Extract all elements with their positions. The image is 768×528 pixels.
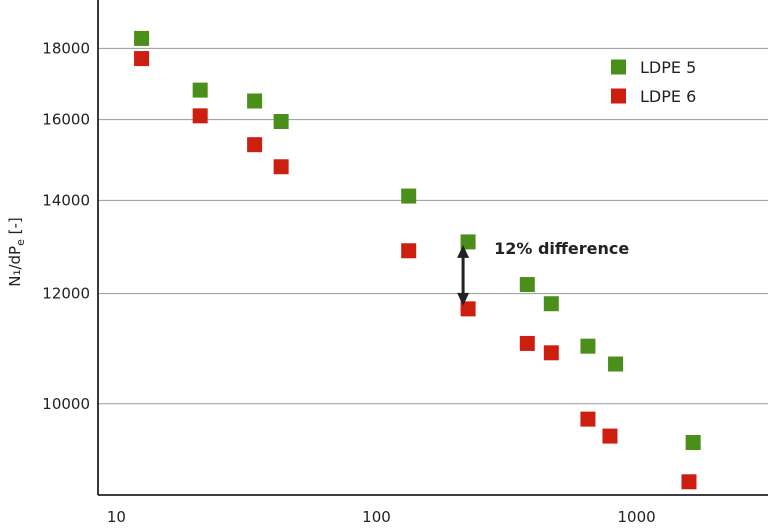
- y-tick-label: 16000: [42, 111, 90, 129]
- data-point-ldpe-6: [247, 137, 263, 153]
- difference-label: 12% difference: [494, 239, 629, 258]
- x-tick-label: 10: [107, 508, 126, 526]
- legend-marker-ldpe-5: [611, 59, 626, 75]
- x-tick-labels: 10 100 1000: [107, 508, 656, 526]
- difference-annotation: 12% difference: [457, 239, 629, 306]
- data-point-ldpe-5: [580, 338, 596, 354]
- data-point-ldpe-6: [401, 243, 417, 259]
- legend: LDPE 5 LDPE 6: [611, 58, 696, 106]
- difference-arrow-head-top: [457, 244, 470, 258]
- data-point-ldpe-5: [273, 114, 289, 130]
- data-points: [134, 30, 701, 490]
- y-axis-title-sub: e: [14, 239, 27, 246]
- data-point-ldpe-6: [192, 108, 208, 124]
- data-point-ldpe-6: [580, 411, 596, 427]
- data-point-ldpe-6: [602, 428, 618, 444]
- data-point-ldpe-5: [247, 93, 263, 109]
- data-point-ldpe-5: [460, 234, 476, 250]
- y-tick-labels: 10000 12000 14000 16000 18000: [42, 39, 90, 412]
- difference-arrow-head-bottom: [457, 292, 470, 306]
- x-tick-label: 100: [362, 508, 391, 526]
- x-tick-label: 1000: [618, 508, 656, 526]
- data-point-ldpe-6: [543, 345, 559, 361]
- legend-label-ldpe-6: LDPE 6: [640, 87, 696, 106]
- data-point-ldpe-6: [460, 301, 476, 317]
- y-tick-label: 12000: [42, 285, 90, 303]
- data-point-ldpe-6: [519, 335, 535, 351]
- y-tick-label: 14000: [42, 191, 90, 209]
- data-point-ldpe-6: [681, 474, 697, 490]
- legend-marker-ldpe-6: [611, 88, 626, 104]
- y-axis-title: N₁/dPe [-]: [6, 217, 27, 287]
- legend-label-ldpe-5: LDPE 5: [640, 58, 696, 77]
- data-point-ldpe-5: [401, 188, 417, 204]
- gridlines: [98, 47, 768, 405]
- data-point-ldpe-5: [519, 277, 535, 293]
- data-point-ldpe-6: [134, 51, 150, 67]
- data-point-ldpe-5: [134, 30, 150, 46]
- data-point-ldpe-6: [273, 159, 289, 175]
- data-point-ldpe-5: [685, 435, 701, 451]
- y-tick-label: 18000: [42, 39, 90, 57]
- y-axis-title-main: N₁/dP: [6, 246, 24, 287]
- data-point-ldpe-5: [608, 356, 624, 372]
- y-tick-label: 10000: [42, 395, 90, 413]
- data-point-ldpe-5: [543, 296, 559, 312]
- data-point-ldpe-5: [192, 82, 208, 98]
- y-axis-title-unit: [-]: [6, 217, 24, 239]
